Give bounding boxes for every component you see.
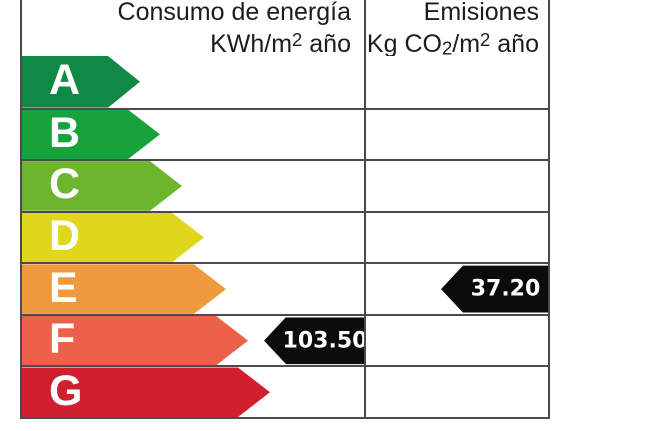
emissions-title: Emisiones bbox=[423, 0, 539, 26]
rating-arrow-b: B bbox=[22, 110, 160, 160]
rating-row-d: D bbox=[22, 210, 548, 263]
emissions-value: 37.20 bbox=[470, 276, 541, 302]
emissions-cell-f bbox=[366, 313, 548, 366]
rating-arrow-g: G bbox=[22, 367, 270, 417]
table-header: Consumo de energía KWh/m2 año Emisiones … bbox=[22, 0, 548, 56]
rating-arrow-d: D bbox=[22, 213, 204, 263]
emissions-cell-a bbox=[366, 56, 548, 108]
emissions-cell-d bbox=[366, 210, 548, 263]
emissions-cell-b bbox=[366, 107, 548, 160]
rating-arrow-e: E bbox=[22, 264, 226, 314]
emissions-cell-g bbox=[366, 365, 548, 417]
rating-table: Consumo de energía KWh/m2 año Emisiones … bbox=[20, 0, 550, 419]
consumption-value: 103.50 bbox=[282, 328, 368, 354]
rating-row-b: B bbox=[22, 107, 548, 160]
rating-arrow-a: A bbox=[22, 56, 140, 108]
rating-row-e: E 37.20 bbox=[22, 262, 548, 314]
header-consumption: Consumo de energía KWh/m2 año bbox=[22, 0, 366, 56]
rating-letter-e: E bbox=[49, 263, 78, 312]
rating-arrow-c: C bbox=[22, 161, 182, 211]
rating-letter-d: D bbox=[49, 212, 81, 261]
rating-row-g: G bbox=[22, 365, 548, 418]
rating-row-a: A bbox=[22, 56, 548, 108]
emissions-cell-c bbox=[366, 159, 548, 211]
consumption-title: Consumo de energía bbox=[117, 0, 351, 26]
rating-row-c: C bbox=[22, 159, 548, 211]
rating-arrow-f: F bbox=[22, 316, 248, 366]
rating-letter-c: C bbox=[49, 160, 81, 209]
rating-row-f: F 103.50 bbox=[22, 313, 548, 366]
header-emissions: Emisiones Kg CO2/m2 año bbox=[366, 0, 548, 56]
consumption-unit: KWh/m2 año bbox=[210, 29, 351, 56]
rating-letter-a: A bbox=[49, 56, 81, 105]
rating-letter-g: G bbox=[49, 366, 83, 415]
emissions-unit: Kg CO2/m2 año bbox=[366, 29, 539, 56]
rating-letter-f: F bbox=[49, 315, 76, 364]
emissions-value-arrow: 37.20 bbox=[441, 265, 548, 313]
consumption-value-arrow: 103.50 bbox=[264, 317, 364, 365]
rating-letter-b: B bbox=[49, 108, 81, 157]
emissions-cell-e: 37.20 bbox=[366, 262, 548, 314]
rating-rows: A B C bbox=[22, 56, 548, 418]
